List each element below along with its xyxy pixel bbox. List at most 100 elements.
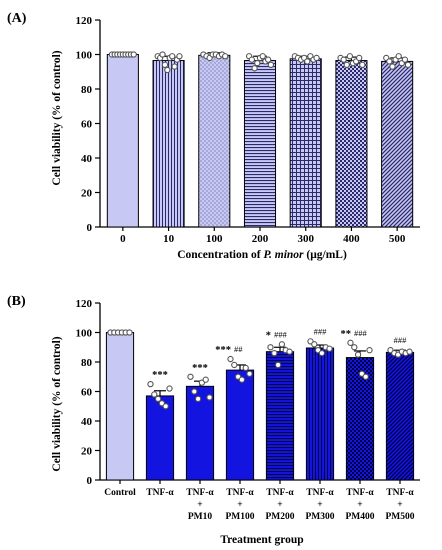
- panel-a-x-axis-label-part-1: Concentration of: [177, 249, 263, 261]
- data-point: [274, 361, 282, 369]
- x-tick-label-line: +: [397, 500, 402, 510]
- x-tick-label-line: 0: [120, 233, 126, 245]
- x-tick-label-line: TNF-α: [346, 488, 374, 498]
- bar: [289, 58, 322, 228]
- data-point: [286, 348, 293, 355]
- data-point: [362, 373, 369, 380]
- x-tick-label-line: PM200: [265, 512, 294, 522]
- data-point: [154, 395, 162, 403]
- y-tick-label: 40: [81, 153, 93, 165]
- panel-a-plot-area: 0 20 40 60 80 100 120 0 10 100 200 300 400 500: [76, 15, 420, 245]
- data-point: [359, 61, 366, 68]
- data-point: [356, 54, 363, 62]
- x-tick-label: 100: [206, 233, 223, 245]
- x-tick-label-line: TNF-α: [266, 488, 294, 498]
- data-point: [202, 376, 209, 383]
- x-tick-label: TNF-α + PM200: [265, 488, 294, 522]
- x-tick-label: 0: [120, 233, 126, 245]
- bar: [225, 369, 255, 481]
- bar: [265, 351, 295, 481]
- data-point: [130, 51, 137, 58]
- panel-b-y-axis-label: Cell viability (% of control): [51, 336, 63, 471]
- data-point: [222, 53, 229, 60]
- bar: [105, 332, 135, 481]
- data-point: [231, 361, 238, 369]
- x-tick-label-line: 10: [163, 233, 175, 245]
- y-tick-label: 0: [87, 222, 93, 234]
- panel-a: (A) Cell viability (% of control) Concen…: [7, 11, 420, 261]
- x-tick-label: TNF-α + PM10: [186, 488, 214, 522]
- x-tick-label-line: 200: [252, 233, 269, 245]
- y-tick-label: 80: [81, 357, 93, 369]
- x-tick-label-line: 500: [389, 233, 406, 245]
- y-tick-label: 100: [76, 328, 93, 340]
- y-tick-label: 40: [81, 416, 93, 428]
- x-tick-label-line: TNF-α: [146, 488, 174, 498]
- y-tick-label: 0: [87, 475, 93, 487]
- bar: [305, 347, 335, 481]
- y-tick-label: 120: [76, 15, 93, 27]
- data-point: [191, 388, 198, 395]
- panel-b: (B) Cell viability (% of control) Treatm…: [7, 294, 420, 546]
- data-point: [351, 344, 358, 351]
- data-point: [151, 391, 158, 398]
- significance-hash: ###: [394, 335, 408, 345]
- bar: [198, 54, 231, 228]
- x-tick-label: TNF-α + PM500: [385, 488, 414, 522]
- x-tick-label-line: +: [277, 500, 282, 510]
- x-tick-label-line: +: [237, 500, 242, 510]
- data-point: [265, 56, 272, 63]
- bar: [243, 60, 277, 228]
- data-point: [171, 63, 178, 70]
- y-tick-label: 80: [81, 84, 93, 96]
- y-tick-label: 20: [81, 446, 93, 458]
- data-point: [271, 349, 278, 357]
- bar: [385, 351, 415, 481]
- data-point: [311, 341, 318, 348]
- data-point: [254, 59, 261, 67]
- significance-stars: ***: [152, 370, 168, 381]
- data-point: [164, 66, 171, 74]
- x-tick-label: 400: [343, 233, 360, 245]
- data-point: [395, 53, 402, 60]
- data-point: [326, 345, 333, 352]
- significance-stars: **: [341, 329, 352, 340]
- data-point: [126, 329, 133, 336]
- x-tick-label-line: 300: [297, 233, 314, 245]
- data-point: [386, 58, 393, 65]
- panel-a-x-axis-label-part-3: (μg/mL): [304, 249, 347, 261]
- data-point: [406, 348, 413, 355]
- y-tick-label: 20: [81, 188, 93, 200]
- bar: [145, 395, 175, 481]
- data-point: [346, 53, 354, 60]
- data-point: [159, 51, 166, 58]
- data-point: [147, 380, 154, 388]
- y-tick-label: 120: [76, 298, 93, 310]
- x-tick-label: TNF-α + PM300: [305, 488, 334, 522]
- y-tick-label: 60: [81, 119, 93, 131]
- data-point: [304, 58, 311, 65]
- data-point: [238, 376, 246, 383]
- data-point: [246, 370, 253, 377]
- x-tick-label-line: PM300: [305, 512, 334, 522]
- data-point: [187, 373, 194, 380]
- bar: [381, 60, 414, 228]
- data-point: [166, 385, 173, 392]
- data-point: [259, 53, 266, 60]
- panel-a-y-axis-label: Cell viability (% of control): [51, 50, 63, 185]
- data-point: [354, 351, 362, 358]
- data-point: [227, 355, 234, 363]
- panel-b-x-axis-label: Treatment group: [220, 534, 303, 546]
- data-point: [162, 403, 169, 410]
- panel-a-x-axis-label-species: P. minor: [263, 249, 304, 261]
- x-tick-label: Control: [104, 488, 136, 498]
- x-tick-label-line: TNF-α: [306, 488, 334, 498]
- significance-stars: ***: [192, 363, 208, 374]
- significance-hash: ###: [314, 326, 328, 336]
- x-tick-label: TNF-α + PM400: [345, 488, 374, 522]
- data-point: [366, 347, 373, 354]
- bar: [345, 357, 375, 481]
- data-point: [169, 53, 176, 60]
